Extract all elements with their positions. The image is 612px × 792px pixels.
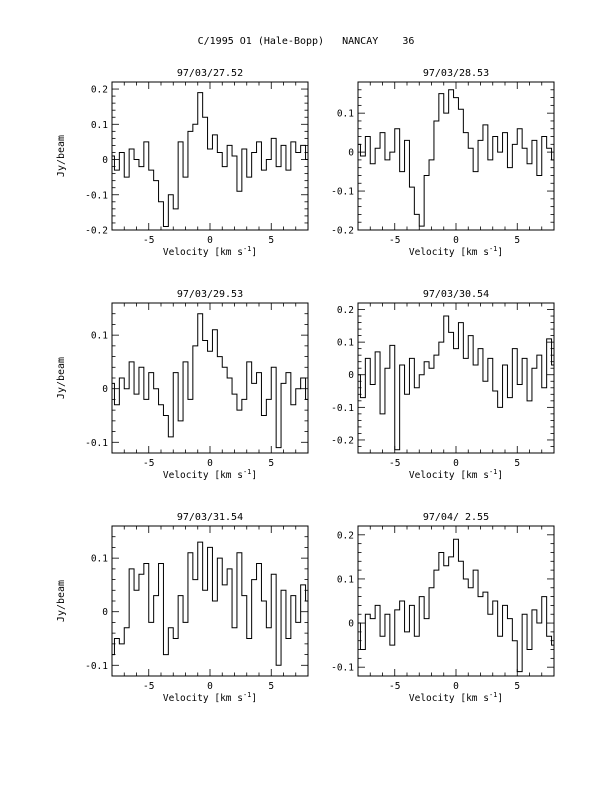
y-tick-label: 0.1: [91, 554, 108, 565]
x-tick-label: 5: [268, 235, 274, 246]
x-axis-label: Velocity [km s-1]: [163, 468, 257, 481]
y-tick-label: 0.2: [337, 305, 354, 316]
x-tick-label: 5: [268, 458, 274, 469]
y-tick-label: 0.1: [91, 331, 108, 342]
y-tick-label: 0.1: [337, 109, 354, 120]
y-axis-label: Jy/beam: [56, 580, 67, 622]
y-tick-label: 0: [102, 607, 108, 618]
spectrum-panel-3: -5 0 5 -0.1 0 0.1 97/03/29.53 Velocity [km s-1]…: [56, 289, 309, 481]
y-tick-label: 0.2: [337, 530, 354, 541]
spectrum-panel-1: -5 0 5 -0.2 -0.1 0 0.1 0.2 97/03/27.52 Velocity […: [56, 68, 309, 258]
y-tick-label: -0.1: [85, 190, 108, 201]
panel-title: 97/03/28.53: [423, 68, 489, 79]
x-axis-label: Velocity [km s-1]: [409, 468, 503, 481]
y-axis-label: Jy/beam: [56, 135, 67, 177]
spectrum-series-line: [112, 92, 308, 227]
x-tick-label: 5: [268, 681, 274, 692]
x-axis-label: Velocity [km s-1]: [163, 691, 257, 704]
x-tick-label: 0: [453, 681, 459, 692]
spectrum-series-line: [112, 313, 308, 449]
y-tick-label: 0: [348, 148, 354, 159]
x-tick-label: 5: [514, 458, 520, 469]
spectrum-series-line: [112, 541, 308, 666]
x-tick-label: -5: [389, 235, 400, 246]
x-tick-label: 0: [207, 681, 213, 692]
y-tick-label: 0: [102, 384, 108, 395]
x-axis-label: Velocity [km s-1]: [409, 691, 503, 704]
plot-frame: [111, 525, 309, 677]
plot-frame: [357, 302, 555, 454]
y-tick-label: 0: [102, 155, 108, 166]
x-axis-label: Velocity [km s-1]: [409, 245, 503, 258]
y-tick-label: 0.1: [337, 338, 354, 349]
y-tick-label: -0.1: [85, 661, 108, 672]
y-tick-label: -0.2: [331, 226, 354, 237]
plot-frame: [357, 525, 555, 677]
x-axis-label: Velocity [km s-1]: [163, 245, 257, 258]
y-tick-label: 0.1: [337, 574, 354, 585]
y-tick-label: 0: [348, 619, 354, 630]
y-tick-label: -0.1: [331, 403, 354, 414]
x-tick-label: -5: [143, 458, 154, 469]
x-tick-label: 0: [207, 235, 213, 246]
y-tick-label: 0: [348, 370, 354, 381]
spectrum-series-line: [358, 89, 554, 227]
y-tick-label: -0.1: [331, 663, 354, 674]
y-axis-label: Jy/beam: [56, 357, 67, 399]
y-tick-label: -0.1: [85, 438, 108, 449]
y-tick-label: -0.2: [85, 226, 108, 237]
spectrum-series-line: [358, 315, 554, 451]
page-title: C/1995 O1 (Hale-Bopp) NANCAY 36: [197, 36, 415, 47]
panel-title: 97/04/ 2.55: [423, 512, 489, 523]
x-tick-label: 0: [453, 235, 459, 246]
x-tick-label: -5: [143, 235, 154, 246]
spectrum-panel-6: -5 0 5 -0.1 0 0.1 0.2 97/04/ 2.55 Velocity [km s…: [331, 512, 555, 704]
y-tick-label: -0.1: [331, 187, 354, 198]
panel-title: 97/03/30.54: [423, 289, 489, 300]
x-tick-label: 5: [514, 235, 520, 246]
plot-frame: [357, 81, 555, 231]
y-tick-label: -0.2: [331, 435, 354, 446]
x-tick-label: 0: [207, 458, 213, 469]
panel-title: 97/03/31.54: [177, 512, 243, 523]
spectrum-panel-2: -5 0 5 -0.2 -0.1 0 0.1 97/03/28.53 Velocity [km …: [331, 68, 555, 258]
spectrum-panel-4: -5 0 5 -0.2 -0.1 0 0.1 0.2 97/03/30.54 Velocity […: [331, 289, 555, 481]
x-tick-label: -5: [143, 681, 154, 692]
y-tick-label: 0.1: [91, 120, 108, 131]
y-tick-label: 0.2: [91, 85, 108, 96]
x-tick-label: -5: [389, 458, 400, 469]
x-tick-label: 0: [453, 458, 459, 469]
plot-frame: [111, 302, 309, 454]
plot-frame: [111, 81, 309, 231]
spectrum-series-line: [358, 538, 554, 673]
x-tick-label: 5: [514, 681, 520, 692]
x-tick-label: -5: [389, 681, 400, 692]
panel-title: 97/03/27.52: [177, 68, 243, 79]
panel-title: 97/03/29.53: [177, 289, 243, 300]
spectrum-panel-5: -5 0 5 -0.1 0 0.1 97/03/31.54 Velocity [km s-1]…: [56, 512, 309, 704]
